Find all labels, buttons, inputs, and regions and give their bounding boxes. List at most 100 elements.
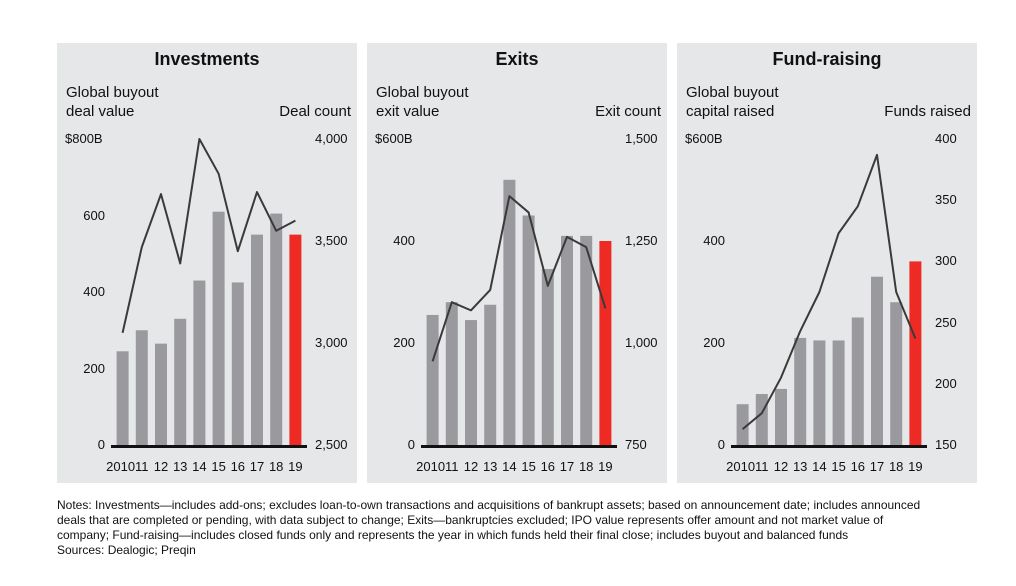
notes-line: deals that are completed or pending, wit…	[57, 513, 884, 527]
y-tick-left: 400	[83, 284, 105, 299]
bar	[832, 340, 845, 445]
x-tick-label: 14	[812, 459, 827, 474]
bar	[155, 343, 167, 445]
count-line	[741, 153, 917, 430]
y-tick-left: $800B	[65, 131, 103, 146]
x-tick-label: 16	[230, 459, 246, 474]
y-tick-left: 400	[393, 233, 415, 248]
x-tick-label: 2010	[726, 459, 756, 474]
y-tick-right: 750	[625, 437, 647, 452]
bar	[135, 330, 148, 445]
y-tick-right: 4,000	[315, 131, 348, 146]
x-tick-label: 13	[482, 459, 498, 474]
count-line	[431, 195, 607, 362]
bar	[580, 235, 593, 445]
sources-line: Sources: Dealogic; Preqin	[57, 543, 196, 557]
x-tick-label: 15	[211, 459, 226, 474]
x-tick-label: 12	[773, 459, 789, 474]
x-tick-label: 19	[908, 459, 923, 474]
y-axis-label-left: Global buyout capital raised	[686, 84, 779, 120]
x-tick-label: 15	[521, 459, 536, 474]
bar	[871, 276, 883, 445]
bar	[522, 215, 535, 445]
bar	[851, 317, 864, 445]
y-tick-left: $600B	[375, 131, 413, 146]
bar	[231, 282, 244, 445]
y-tick-right: 1,250	[625, 233, 658, 248]
y-tick-left: $600B	[685, 131, 723, 146]
y-tick-right: 300	[935, 253, 957, 269]
y-tick-right: 1,500	[625, 131, 658, 146]
y-tick-left: 0	[407, 437, 415, 452]
x-tick-label: 14	[502, 459, 517, 474]
y-tick-right: 150	[935, 437, 957, 452]
y-tick-right: 250	[935, 314, 957, 330]
y-axis-label-left: Global buyout deal value	[66, 84, 159, 120]
bar	[174, 318, 187, 445]
bar	[193, 280, 206, 445]
bar	[755, 394, 768, 445]
bar	[484, 304, 497, 445]
bar	[503, 179, 516, 446]
y-tick-right: 2,500	[315, 437, 348, 452]
bar	[116, 351, 129, 445]
bar	[212, 211, 225, 445]
x-tick-label: 17	[559, 459, 575, 474]
notes-line: Notes: Investments—includes add-ons; exc…	[57, 498, 921, 512]
x-tick-label: 16	[850, 459, 866, 474]
plot-area	[421, 179, 617, 448]
bar	[541, 269, 554, 445]
bar	[465, 320, 477, 445]
x-tick-label: 16	[540, 459, 556, 474]
x-tick-label: 19	[598, 459, 613, 474]
notes-line: company; Fund-raising—includes closed fu…	[57, 528, 849, 542]
x-tick-label: 12	[153, 459, 169, 474]
bar	[736, 404, 749, 445]
bar	[270, 213, 283, 445]
x-tick-label: 11	[445, 459, 459, 474]
x-tick-label: 13	[792, 459, 808, 474]
x-tick-label: 2010	[416, 459, 446, 474]
y-tick-left: 200	[83, 360, 105, 376]
chart-title: Exits	[495, 49, 539, 69]
y-axis-label-right: Exit count	[595, 103, 661, 120]
y-tick-left: 0	[97, 437, 105, 452]
y-tick-left: 600	[83, 207, 105, 223]
y-tick-left: 200	[393, 335, 415, 350]
y-tick-right: 350	[935, 192, 957, 208]
investments-panel: Investments Global buyout deal value Deal …	[57, 43, 357, 483]
notes: Notes: Investments—includes add-ons; exc…	[57, 498, 987, 558]
bar-highlight	[909, 261, 922, 445]
x-tick-label: 17	[249, 459, 265, 474]
x-tick-label: 15	[831, 459, 846, 474]
exits-panel: Exits Global buyout exit value Exit count 0…	[367, 43, 667, 483]
y-tick-right: 1,000	[625, 335, 658, 350]
bar-highlight	[599, 241, 612, 445]
x-tick-label: 12	[463, 459, 479, 474]
fund-raising-panel: Fund-raising Global buyout capital raised…	[677, 43, 977, 483]
bar	[813, 340, 826, 445]
y-tick-right: 400	[935, 131, 957, 146]
count-line	[121, 138, 296, 334]
y-tick-left: 200	[703, 335, 725, 350]
x-tick-label: 18	[268, 459, 284, 474]
plot-area	[111, 138, 307, 448]
y-axis-label-right: Funds raised	[884, 103, 971, 120]
x-tick-label: 17	[869, 459, 885, 474]
x-tick-label: 18	[578, 459, 594, 474]
y-axis-label-right: Deal count	[279, 103, 351, 120]
x-tick-label: 19	[288, 459, 303, 474]
x-tick-label: 14	[192, 459, 207, 474]
x-tick-label: 11	[755, 459, 769, 474]
y-tick-right: 3,500	[315, 233, 348, 248]
bar	[251, 234, 263, 445]
bar	[561, 235, 573, 445]
chart-title: Investments	[154, 49, 260, 69]
bar	[794, 337, 807, 445]
y-tick-right: 3,000	[315, 335, 348, 350]
bar	[445, 302, 458, 445]
x-tick-label: 13	[172, 459, 188, 474]
y-axis-label-left: Global buyout exit value	[376, 84, 469, 120]
chart-title: Fund-raising	[772, 49, 882, 69]
x-tick-label: 2010	[106, 459, 136, 474]
